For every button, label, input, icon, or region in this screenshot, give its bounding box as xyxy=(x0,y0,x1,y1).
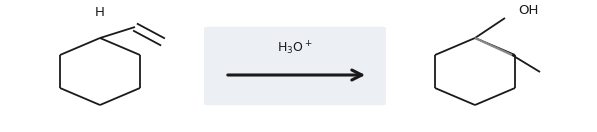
Text: H: H xyxy=(95,6,105,18)
Text: OH: OH xyxy=(518,4,538,16)
Text: H$_3$O$^+$: H$_3$O$^+$ xyxy=(277,39,313,57)
FancyBboxPatch shape xyxy=(204,27,386,105)
